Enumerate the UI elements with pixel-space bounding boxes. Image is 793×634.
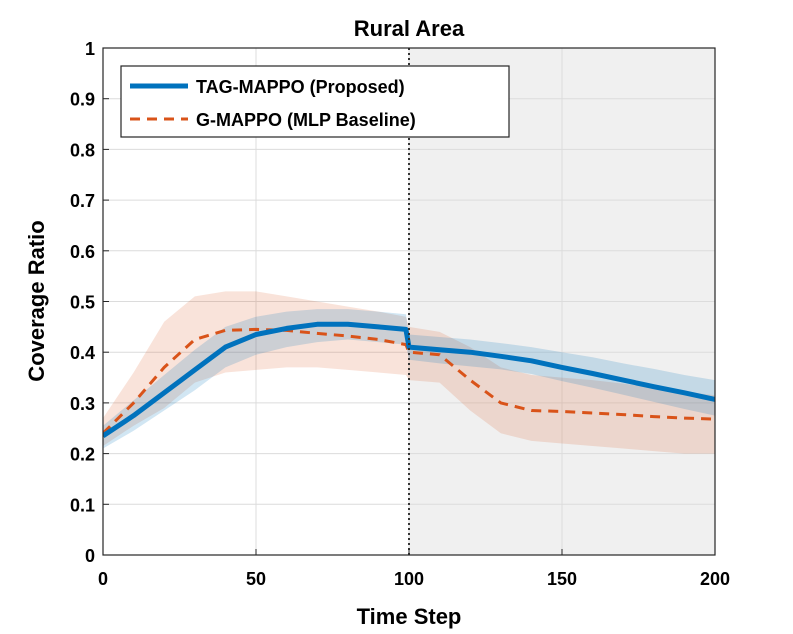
x-tick-label: 150 [547, 569, 577, 589]
series-line-tag-mappo [103, 321, 715, 438]
y-tick-label: 0.8 [70, 140, 95, 160]
x-tick-label: 50 [246, 569, 266, 589]
x-tick-label: 100 [394, 569, 424, 589]
x-axis-label: Time Step [357, 604, 462, 629]
confidence-band-tag-mappo [103, 309, 715, 449]
y-tick-label: 0.9 [70, 90, 95, 110]
y-tick-label: 0.1 [70, 495, 95, 515]
y-axis-label: Coverage Ratio [24, 220, 49, 381]
y-tick-label: 0.5 [70, 293, 95, 313]
confidence-band-g-mappo [103, 291, 715, 454]
y-tick-label: 0 [85, 546, 95, 566]
chart-title: Rural Area [354, 16, 465, 41]
y-tick-label: 0.3 [70, 394, 95, 414]
y-tick-label: 1 [85, 39, 95, 59]
legend-label-g-mappo: G-MAPPO (MLP Baseline) [196, 110, 416, 130]
legend: TAG-MAPPO (Proposed) G-MAPPO (MLP Baseli… [120, 65, 510, 138]
x-tick-label: 0 [98, 569, 108, 589]
x-tick-label: 200 [700, 569, 730, 589]
y-tick-label: 0.4 [70, 343, 95, 363]
y-tick-label: 0.6 [70, 242, 95, 262]
legend-box [120, 65, 510, 138]
y-tick-label: 0.2 [70, 445, 95, 465]
legend-label-tag-mappo: TAG-MAPPO (Proposed) [196, 77, 405, 97]
y-tick-label: 0.7 [70, 191, 95, 211]
